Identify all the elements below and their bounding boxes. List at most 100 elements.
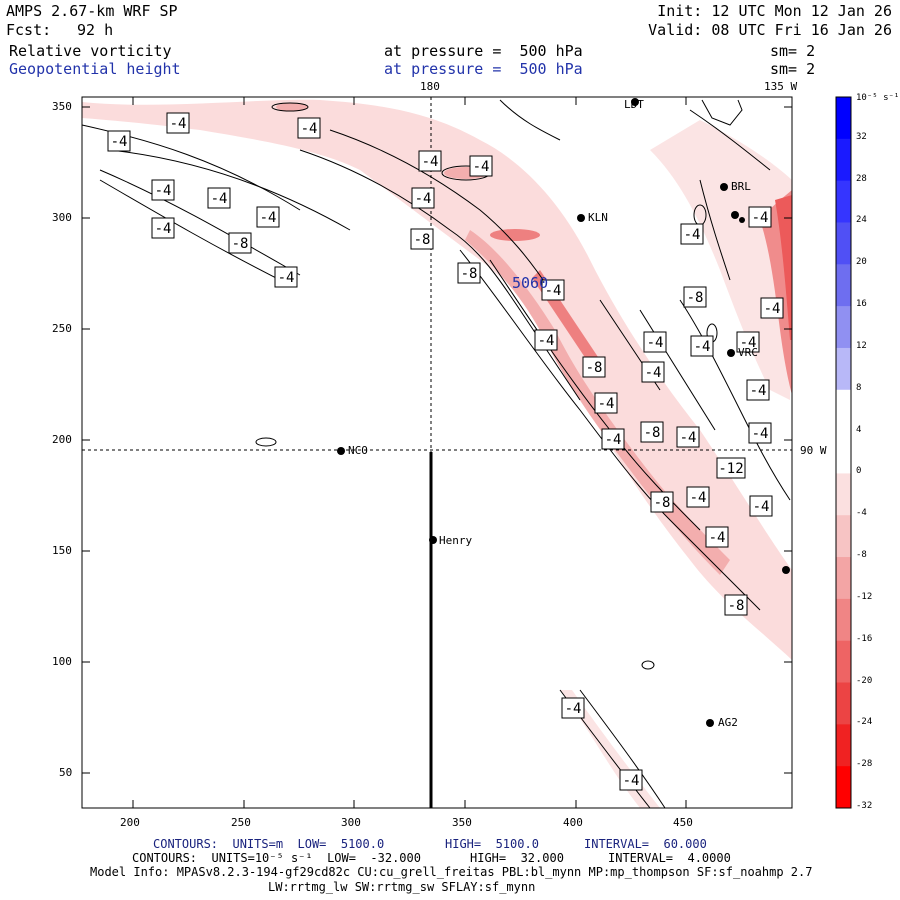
svg-text:-12: -12 — [718, 461, 743, 477]
station-label: VRC — [738, 346, 758, 359]
svg-text:-8: -8 — [461, 266, 478, 282]
contour-label: -4 — [748, 206, 772, 228]
svg-text:-4: -4 — [301, 121, 318, 137]
colorbar-label: 0 — [856, 466, 862, 477]
contour-label: -4 — [676, 426, 700, 448]
field2-level: at pressure = 500 hPa — [384, 60, 583, 78]
contour-label: -4 — [151, 179, 175, 201]
svg-text:-4: -4 — [473, 159, 490, 175]
forecast-label: Fcst: — [6, 21, 52, 39]
contour-label: -8 — [724, 594, 748, 616]
reference-lines — [82, 97, 792, 452]
colorbar-label: 16 — [856, 299, 867, 310]
svg-text:-8: -8 — [654, 495, 671, 511]
colorbar-label: -12 — [856, 591, 873, 602]
colorbar-segment — [836, 138, 851, 182]
colorbar-label: 24 — [856, 215, 867, 226]
contour-lines — [81, 99, 791, 809]
svg-text:-8: -8 — [728, 598, 745, 614]
colorbar-label: 20 — [856, 257, 867, 268]
colorbar-segment — [836, 640, 851, 684]
colorbar-units: 10⁻⁵ s⁻¹ — [856, 93, 900, 103]
contour-label: -8 — [582, 356, 606, 378]
longitude-135w-label: 135 W — [764, 80, 798, 93]
station-dots — [337, 98, 790, 727]
contour-label: -4 — [418, 150, 442, 172]
y-tick-label: 300 — [52, 211, 72, 224]
footer-height-contours: CONTOURS: UNITS=m LOW= 5100.0 — [153, 837, 385, 851]
footer-vorticity-contours: CONTOURS: UNITS=10⁻⁵ s⁻¹ LOW= -32.000 — [132, 851, 421, 865]
x-tick-label: 300 — [341, 816, 361, 829]
svg-text:-4: -4 — [690, 490, 707, 506]
svg-text:-8: -8 — [687, 290, 704, 306]
colorbar-label: -8 — [856, 550, 867, 561]
contour-label: -4 — [107, 130, 131, 152]
svg-text:-4: -4 — [709, 530, 726, 546]
contour-label: -8 — [683, 286, 707, 308]
svg-text:-4: -4 — [211, 191, 228, 207]
svg-text:-4: -4 — [598, 396, 615, 412]
colorbar-segment — [836, 766, 851, 809]
svg-text:-8: -8 — [586, 360, 603, 376]
contour-label: -4 — [166, 112, 190, 134]
svg-text:-8: -8 — [414, 232, 431, 248]
contour-label: -8 — [228, 232, 252, 254]
contour-label: -4 — [274, 266, 298, 288]
colorbar-label: -16 — [856, 633, 873, 644]
contour-label: -4 — [469, 155, 493, 177]
svg-text:-4: -4 — [740, 335, 757, 351]
svg-text:-4: -4 — [260, 210, 277, 226]
station-label: BRL — [731, 180, 751, 193]
svg-text:-4: -4 — [605, 432, 622, 448]
svg-text:-4: -4 — [278, 270, 295, 286]
x-tick-label: 450 — [673, 816, 693, 829]
svg-text:-4: -4 — [111, 134, 128, 150]
plot-frame — [81, 96, 793, 809]
field1-level: at pressure = 500 hPa — [384, 42, 583, 60]
contour-label: -4 — [594, 392, 618, 414]
svg-text:-4: -4 — [684, 227, 701, 243]
colorbar-label: 12 — [856, 340, 867, 351]
y-ticks — [82, 106, 792, 774]
longitude-180-label: 180 — [420, 80, 440, 93]
svg-text:-4: -4 — [538, 333, 555, 349]
height-contour-label: 5060 — [512, 274, 549, 292]
longitude-90w-label: 90 W — [800, 444, 827, 457]
contour-label: -4 — [411, 187, 435, 209]
x-tick-label: 250 — [231, 816, 251, 829]
colorbar-label: -4 — [856, 508, 867, 519]
contour-label: -4 — [736, 331, 760, 353]
colorbar-segment — [836, 557, 851, 600]
svg-text:-4: -4 — [155, 221, 172, 237]
footer-height-high: HIGH= 5100.0 — [445, 837, 539, 851]
y-tick-label: 150 — [52, 544, 72, 557]
footer-vorticity-interval: INTERVAL= 4.0000 — [608, 851, 731, 865]
svg-text:-4: -4 — [753, 499, 770, 515]
colorbar-label: 32 — [856, 131, 867, 142]
footer-height-interval: INTERVAL= 60.000 — [584, 837, 707, 851]
svg-text:-8: -8 — [644, 425, 661, 441]
colorbar-segment — [836, 180, 851, 223]
contour-label: -12 — [716, 457, 746, 479]
svg-text:-4: -4 — [752, 210, 769, 226]
svg-text:-4: -4 — [694, 339, 711, 355]
station-label: Henry — [439, 534, 473, 547]
contour-label: -4 — [561, 697, 585, 719]
y-tick-label: 100 — [52, 655, 72, 668]
contour-label: -4 — [680, 223, 704, 245]
station-label: AG2 — [718, 716, 738, 729]
x-tick-label: 200 — [120, 816, 140, 829]
colorbar-segment — [836, 347, 851, 391]
colorbar-label: -24 — [856, 717, 873, 728]
field2-smoothing: sm= 2 — [770, 60, 816, 78]
init-time: Init: 12 UTC Mon 12 Jan 26 — [657, 2, 892, 20]
colorbar-segment — [836, 724, 851, 767]
svg-text:-8: -8 — [232, 236, 249, 252]
footer-model-info-2: LW:rrtmg_lw SW:rrtmg_sw SFLAY:sf_mynn — [268, 880, 536, 894]
forecast-hour: 92 h — [77, 21, 114, 39]
colorbar-segment — [836, 473, 851, 516]
svg-text:-4: -4 — [545, 283, 562, 299]
svg-text:-4: -4 — [170, 116, 187, 132]
contour-label: -4 — [641, 361, 665, 383]
